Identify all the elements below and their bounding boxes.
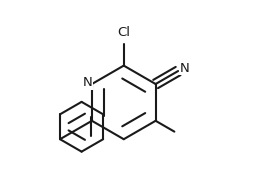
Text: N: N	[82, 76, 92, 89]
Text: Cl: Cl	[117, 26, 130, 39]
Text: N: N	[179, 62, 189, 75]
